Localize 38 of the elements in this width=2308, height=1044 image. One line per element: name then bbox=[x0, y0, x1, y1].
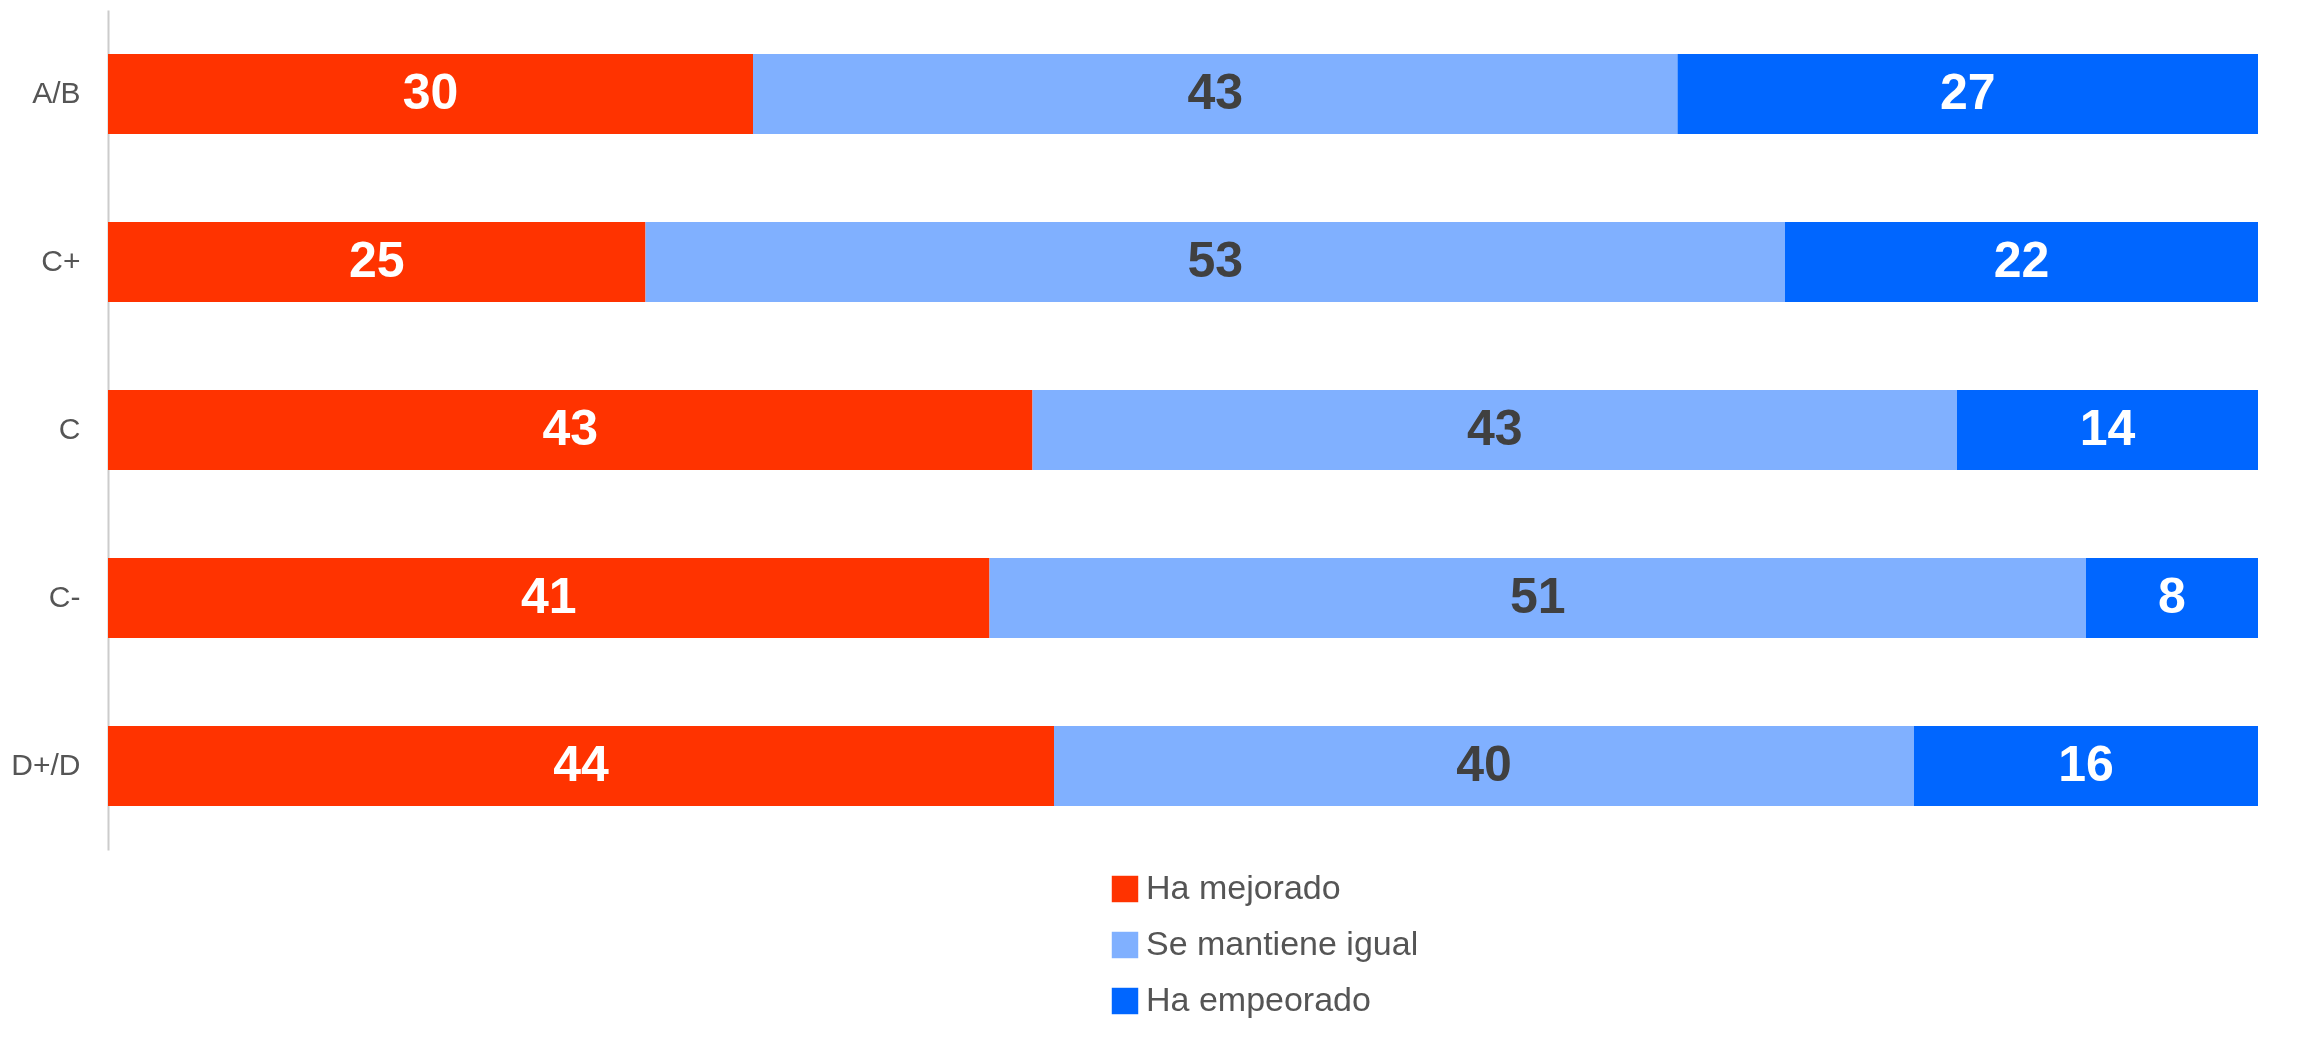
data-label: 16 bbox=[2058, 736, 2114, 792]
y-tick-label: C+ bbox=[41, 244, 81, 277]
bar bbox=[989, 558, 2086, 638]
legend-label: Ha empeorado bbox=[1146, 980, 1371, 1018]
bar bbox=[108, 54, 753, 134]
data-label: 30 bbox=[402, 64, 459, 120]
bar bbox=[1032, 390, 1957, 470]
bar bbox=[108, 222, 646, 302]
data-label: 43 bbox=[1466, 400, 1523, 456]
data-label: 51 bbox=[1509, 568, 1566, 624]
bar bbox=[1785, 222, 2258, 302]
legend-label: Se mantiene igual bbox=[1146, 924, 1419, 962]
bar bbox=[1054, 726, 1914, 806]
bar bbox=[108, 726, 1054, 806]
data-label: 40 bbox=[1456, 736, 1512, 792]
bar bbox=[1677, 54, 2258, 134]
data-label: 44 bbox=[553, 736, 609, 792]
bar bbox=[753, 54, 1678, 134]
data-label: 22 bbox=[1993, 232, 2050, 288]
data-label: 14 bbox=[2079, 400, 2136, 456]
bar bbox=[1957, 390, 2258, 470]
y-tick-label: C- bbox=[48, 580, 81, 613]
y-tick-label: A/B bbox=[32, 76, 81, 109]
data-label: 43 bbox=[542, 400, 599, 456]
data-label: 41 bbox=[520, 568, 577, 624]
bar bbox=[108, 390, 1033, 470]
data-label: 53 bbox=[1187, 232, 1244, 288]
bar bbox=[2086, 558, 2258, 638]
data-label: 43 bbox=[1187, 64, 1244, 120]
y-tick-label: D+/D bbox=[11, 748, 81, 781]
bar bbox=[1914, 726, 2258, 806]
bar bbox=[108, 558, 990, 638]
data-label: 8 bbox=[2158, 568, 2186, 624]
legend-label: Ha mejorado bbox=[1146, 868, 1341, 906]
data-label: 27 bbox=[1939, 64, 1996, 120]
y-tick-label: C bbox=[58, 412, 81, 445]
bar bbox=[645, 222, 1785, 302]
data-label: 25 bbox=[348, 232, 405, 288]
